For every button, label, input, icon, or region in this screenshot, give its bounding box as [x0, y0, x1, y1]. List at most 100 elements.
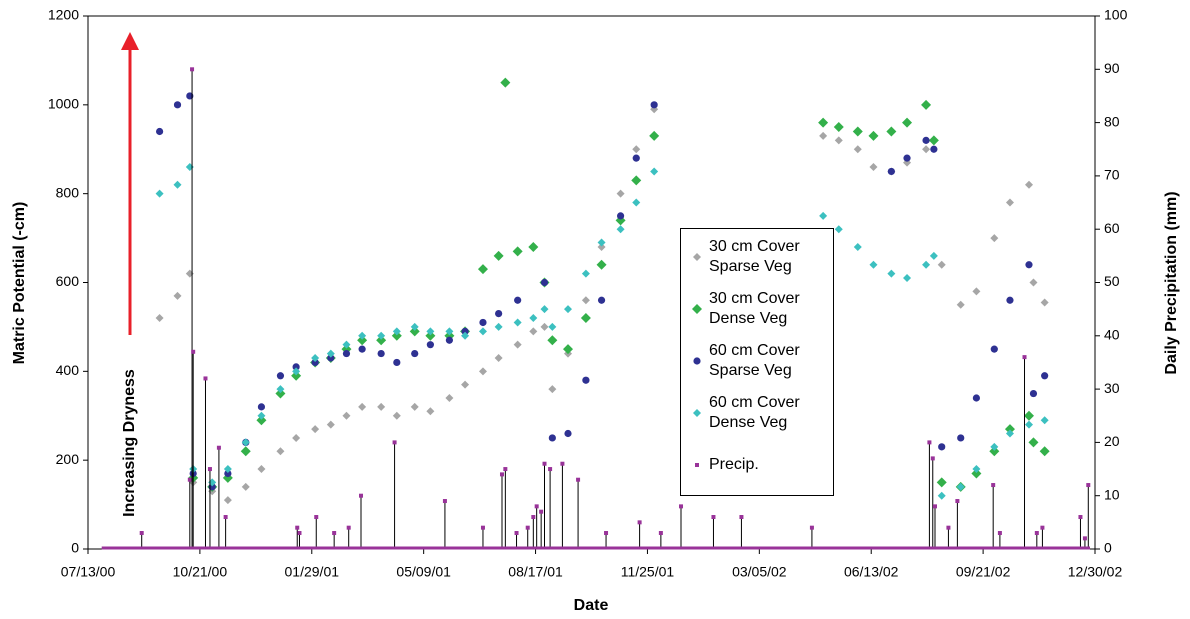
- point: [185, 269, 194, 278]
- point: [191, 349, 196, 354]
- point: [560, 461, 565, 466]
- y-tick-label: 0: [71, 540, 79, 556]
- x-tick-label: 06/13/02: [844, 564, 899, 580]
- point: [241, 482, 250, 491]
- point: [442, 499, 447, 504]
- point: [1086, 483, 1091, 488]
- point: [534, 504, 539, 509]
- point: [972, 287, 981, 296]
- point: [276, 447, 285, 456]
- point: [155, 314, 164, 323]
- point: [597, 238, 606, 247]
- point: [257, 403, 266, 411]
- point: [564, 305, 573, 314]
- point: [377, 402, 386, 411]
- legend-label: 30 cm Cover Dense Veg: [709, 290, 800, 327]
- point: [1025, 261, 1033, 269]
- y2-axis-title: Daily Precipitation (mm): [1163, 191, 1180, 374]
- y2-tick-label: 80: [1104, 113, 1120, 129]
- point: [971, 468, 982, 479]
- point: [997, 531, 1002, 536]
- point: [297, 531, 302, 536]
- point: [930, 456, 935, 461]
- x-tick-label: 03/05/02: [732, 564, 787, 580]
- point: [548, 434, 556, 442]
- point: [426, 407, 435, 416]
- point: [525, 525, 530, 530]
- point: [461, 331, 470, 340]
- point: [922, 260, 931, 269]
- x-tick-label: 08/17/01: [508, 564, 563, 580]
- point: [1041, 372, 1049, 380]
- point: [391, 330, 402, 341]
- legend-label: 30 cm Cover Sparse Veg: [709, 238, 800, 275]
- y-tick-label: 1200: [48, 7, 79, 23]
- point: [540, 305, 549, 314]
- legend-item: 30 cm Cover Sparse Veg: [687, 231, 833, 283]
- point: [256, 415, 267, 426]
- point: [886, 126, 897, 137]
- point: [291, 370, 302, 381]
- y-tick-label: 800: [56, 184, 80, 200]
- point: [503, 467, 508, 472]
- annotation: Increasing Dryness: [121, 369, 138, 517]
- point: [631, 175, 642, 186]
- dryness-arrowhead: [121, 32, 139, 50]
- point: [393, 358, 401, 367]
- point: [1039, 446, 1050, 457]
- point: [938, 443, 946, 451]
- point: [499, 472, 504, 477]
- y-tick-label: 600: [56, 273, 80, 289]
- point: [597, 296, 606, 304]
- x-tick-label: 10/21/00: [173, 564, 228, 580]
- point: [972, 394, 980, 402]
- point: [868, 130, 879, 141]
- point: [529, 327, 538, 336]
- point: [902, 117, 913, 128]
- point: [480, 525, 485, 530]
- point: [903, 274, 912, 283]
- point: [173, 101, 182, 109]
- point: [616, 189, 625, 198]
- point: [929, 251, 938, 260]
- point: [514, 296, 522, 304]
- point: [461, 327, 469, 335]
- point: [989, 446, 1000, 457]
- point: [410, 402, 419, 411]
- point: [581, 296, 590, 305]
- x-tick-label: 07/13/00: [61, 564, 116, 580]
- point: [581, 269, 590, 278]
- point: [311, 425, 320, 434]
- point: [342, 340, 351, 349]
- point: [332, 531, 337, 536]
- legend: 30 cm Cover Sparse Veg 30 cm Cover Dense …: [680, 228, 834, 496]
- point: [292, 433, 301, 442]
- point: [512, 246, 523, 257]
- point: [564, 429, 572, 438]
- point: [276, 385, 285, 394]
- point: [922, 145, 931, 154]
- point: [224, 469, 232, 478]
- legend-marker: [693, 357, 701, 365]
- legend-label: 60 cm Cover Dense Veg: [709, 394, 800, 431]
- point: [513, 318, 522, 327]
- point: [327, 354, 335, 362]
- legend-item: Precip.: [687, 439, 833, 491]
- point: [185, 163, 194, 172]
- point: [692, 304, 702, 314]
- plot-frame: [87, 15, 1096, 550]
- point: [216, 445, 221, 450]
- point: [1028, 437, 1039, 448]
- point: [1082, 536, 1087, 541]
- point: [203, 376, 208, 381]
- point: [514, 531, 519, 536]
- legend-marker: [693, 253, 701, 261]
- point: [411, 349, 419, 358]
- point: [937, 491, 946, 500]
- point: [563, 344, 574, 355]
- point: [679, 504, 684, 509]
- point: [542, 461, 547, 466]
- point: [156, 127, 164, 136]
- point: [173, 180, 182, 189]
- point: [596, 259, 607, 270]
